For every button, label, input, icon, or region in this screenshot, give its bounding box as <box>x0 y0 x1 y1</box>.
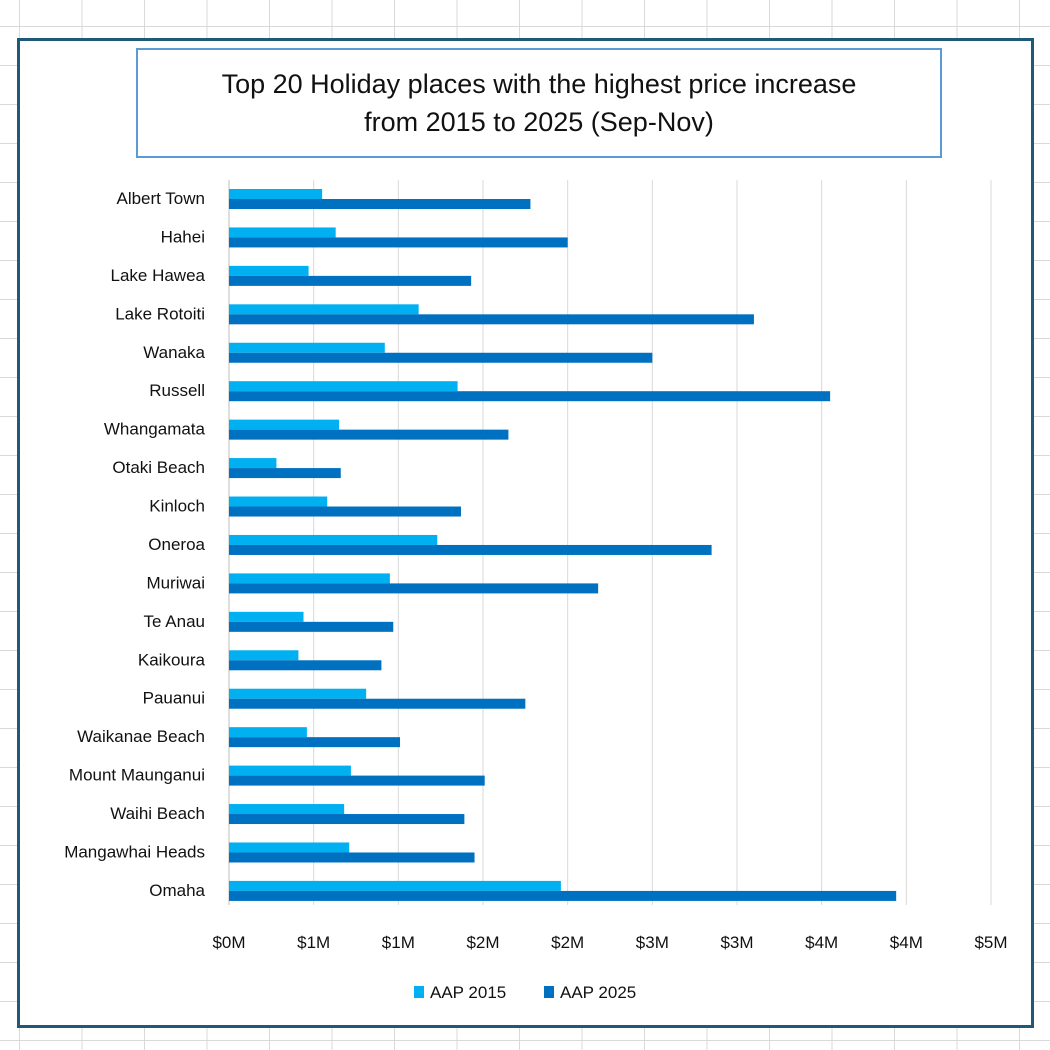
bar-aap-2025 <box>229 199 531 209</box>
chart-title: Top 20 Holiday places with the highest p… <box>136 48 942 158</box>
bar-aap-2025 <box>229 852 475 863</box>
bar-aap-2025 <box>229 890 897 901</box>
bar-aap-2025 <box>229 468 341 479</box>
category-label: Otaki Beach <box>112 458 205 477</box>
bar-aap-2025 <box>229 775 485 786</box>
x-tick-label: $3M <box>720 933 753 952</box>
legend-swatch <box>414 986 424 998</box>
x-tick-label: $5M <box>974 933 1007 952</box>
bar-aap-2015 <box>229 265 309 276</box>
bar-aap-2015 <box>229 765 351 776</box>
category-label: Lake Rotoiti <box>115 304 205 323</box>
bar-aap-2015 <box>229 496 328 507</box>
bar-aap-2025 <box>229 698 526 709</box>
bar-aap-2015 <box>229 842 350 853</box>
category-label: Albert Town <box>116 189 205 208</box>
x-tick-label: $3M <box>636 933 669 952</box>
bar-aap-2025 <box>229 391 831 402</box>
bar-aap-2025 <box>229 314 754 325</box>
category-label: Wanaka <box>143 343 205 362</box>
bar-aap-2025 <box>229 583 599 594</box>
bar-aap-2015 <box>229 342 385 353</box>
legend-swatch <box>544 986 554 998</box>
legend-label: AAP 2015 <box>430 983 506 1002</box>
category-label: Waihi Beach <box>110 804 205 823</box>
bar-aap-2025 <box>229 660 382 671</box>
bar-aap-2015 <box>229 688 367 699</box>
bar-aap-2025 <box>229 814 465 825</box>
bar-aap-2025 <box>229 506 461 517</box>
bar-aap-2025 <box>229 544 712 555</box>
bar-aap-2015 <box>229 189 323 199</box>
bar-aap-2025 <box>229 237 568 248</box>
bar-aap-2015 <box>229 804 345 815</box>
category-label: Muriwai <box>146 573 205 592</box>
category-label: Hahei <box>161 227 205 246</box>
category-label: Whangamata <box>104 420 206 439</box>
bar-aap-2015 <box>229 611 304 622</box>
category-label: Oneroa <box>148 535 205 554</box>
category-label: Te Anau <box>144 612 205 631</box>
bar-aap-2025 <box>229 429 509 440</box>
bar-aap-2025 <box>229 621 394 632</box>
bar-aap-2025 <box>229 737 401 748</box>
x-tick-label: $4M <box>890 933 923 952</box>
category-label: Pauanui <box>143 689 205 708</box>
category-label: Kaikoura <box>138 650 206 669</box>
bar-aap-2015 <box>229 727 307 738</box>
category-label: Mangawhai Heads <box>64 842 205 861</box>
bar-aap-2025 <box>229 275 472 286</box>
bar-aap-2015 <box>229 650 299 661</box>
category-label: Kinloch <box>149 497 205 516</box>
bar-aap-2015 <box>229 381 458 392</box>
category-label: Lake Hawea <box>110 266 205 285</box>
x-tick-label: $4M <box>805 933 838 952</box>
bar-aap-2015 <box>229 880 561 891</box>
legend-label: AAP 2025 <box>560 983 636 1002</box>
category-label: Omaha <box>149 881 205 900</box>
x-tick-label: $1M <box>382 933 415 952</box>
bar-aap-2025 <box>229 352 653 363</box>
bar-aap-2015 <box>229 419 340 430</box>
bar-aap-2015 <box>229 573 390 584</box>
bar-aap-2015 <box>229 227 336 238</box>
x-tick-label: $0M <box>212 933 245 952</box>
category-label: Waikanae Beach <box>77 727 205 746</box>
category-label: Mount Maunganui <box>69 766 205 785</box>
category-label: Russell <box>149 381 205 400</box>
bar-aap-2015 <box>229 458 277 469</box>
x-tick-label: $1M <box>297 933 330 952</box>
bar-aap-2015 <box>229 534 438 545</box>
x-tick-label: $2M <box>466 933 499 952</box>
bar-aap-2015 <box>229 304 419 315</box>
x-tick-label: $2M <box>551 933 584 952</box>
